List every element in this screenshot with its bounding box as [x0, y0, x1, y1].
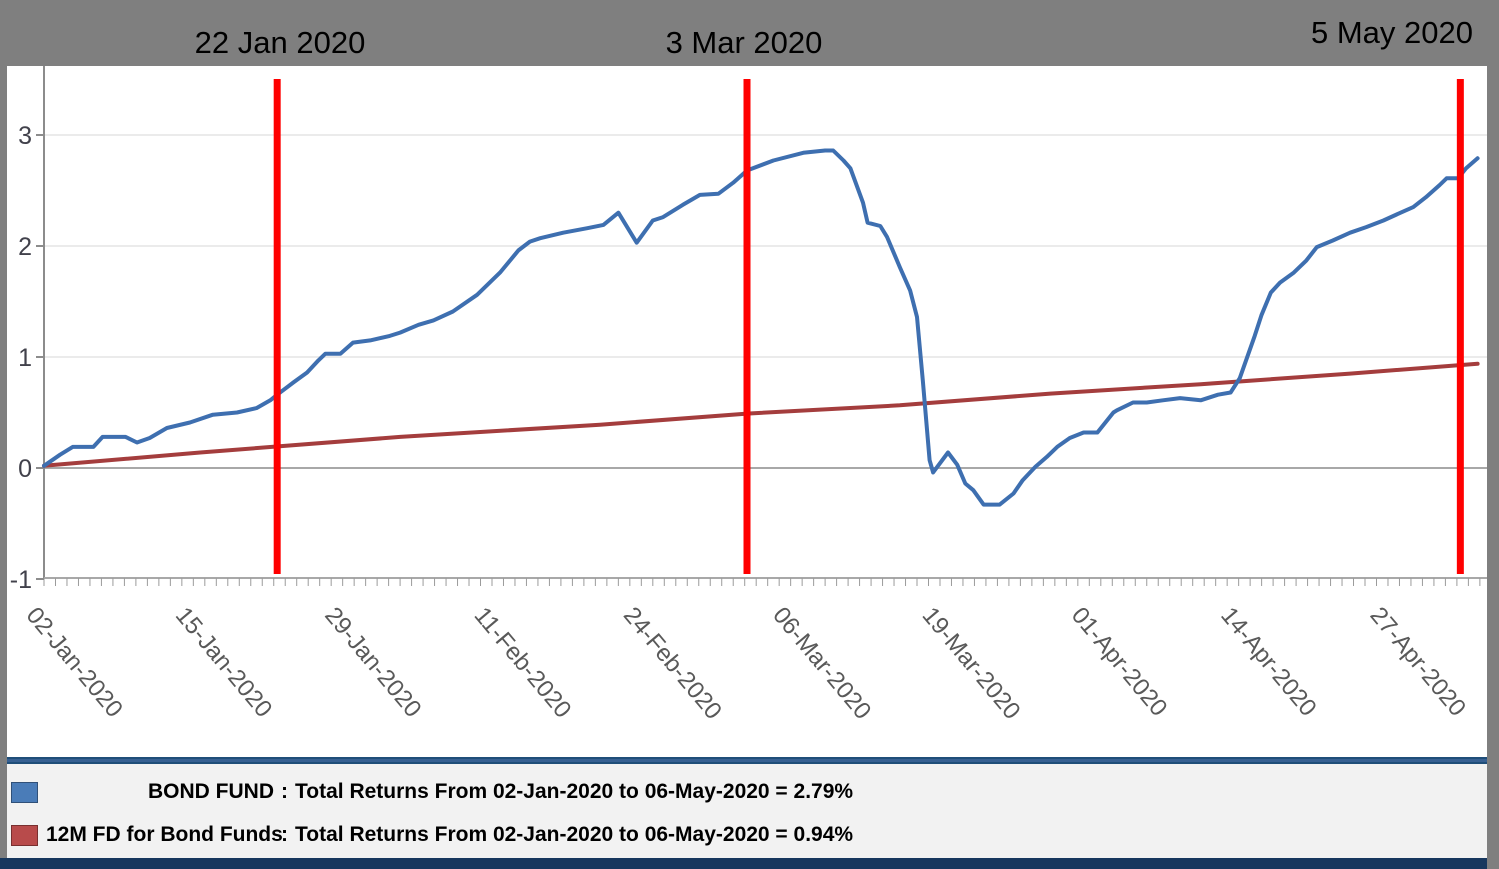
y-tick-label: 1: [18, 344, 32, 372]
y-tick-label: 3: [18, 122, 32, 150]
legend-series-description: Total Returns From 02-Jan-2020 to 06-May…: [295, 823, 854, 846]
legend-item-12m-fd: 12M FD for Bond Funds : Total Returns Fr…: [7, 823, 853, 847]
legend-item-bond-fund: BOND FUND : Total Returns From 02-Jan-20…: [7, 780, 853, 804]
left-frame-border: [0, 66, 7, 869]
x-tick-label: 14-Apr-2020: [1215, 602, 1321, 722]
right-frame-border: [1487, 0, 1499, 869]
x-tick-label: 24-Feb-2020: [618, 602, 727, 725]
legend-separator: [0, 757, 1487, 764]
legend: BOND FUND : Total Returns From 02-Jan-20…: [7, 764, 1487, 858]
annotation-3-mar: 3 Mar 2020: [665, 25, 823, 60]
fd-swatch: [11, 824, 38, 846]
x-tick-label: 02-Jan-2020: [21, 602, 128, 723]
x-tick-label: 29-Jan-2020: [319, 602, 426, 723]
bond-fund-swatch: [11, 781, 38, 803]
fd-line: [42, 361, 1480, 468]
y-tick-label: 0: [18, 455, 32, 483]
x-tick-label: 27-Apr-2020: [1365, 602, 1471, 722]
x-tick-label: 06-Mar-2020: [767, 602, 876, 725]
header-bar: 22 Jan 2020 3 Mar 2020 5 May 2020: [0, 0, 1499, 66]
legend-colon: :: [281, 780, 288, 803]
legend-colon: :: [281, 823, 288, 846]
legend-series-name: BOND FUND: [148, 780, 274, 803]
x-tick-label: 11-Feb-2020: [469, 602, 577, 723]
y-tick-label: 2: [18, 233, 32, 261]
annotation-22-jan: 22 Jan 2020: [194, 25, 366, 60]
bond-fund-line: [42, 148, 1480, 507]
y-tick-label: -1: [10, 566, 32, 594]
x-tick-label: 15-Jan-2020: [170, 602, 277, 723]
x-tick-label: 19-Mar-2020: [917, 602, 1026, 725]
bottom-frame-bar: [0, 858, 1487, 869]
x-tick-label: 01-Apr-2020: [1066, 602, 1172, 722]
annotation-5-may: 5 May 2020: [1311, 15, 1473, 50]
legend-series-name: 12M FD for Bond Funds: [46, 823, 283, 846]
legend-series-description: Total Returns From 02-Jan-2020 to 06-May…: [295, 780, 854, 803]
